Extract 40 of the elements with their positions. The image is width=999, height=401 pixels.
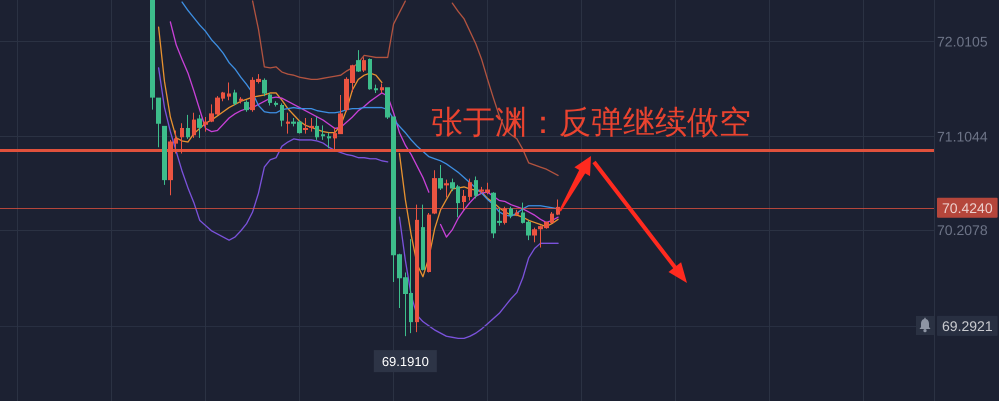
candlestick [309, 118, 314, 132]
candlestick [421, 204, 425, 271]
candlestick [239, 96, 243, 104]
candlestick [374, 84, 378, 94]
candlestick [280, 102, 284, 127]
candlestick [244, 100, 249, 112]
candlestick [203, 116, 208, 132]
candlestick [368, 58, 372, 90]
candlestick [262, 78, 267, 97]
candlestick [150, 0, 155, 110]
candlestick [468, 178, 472, 201]
candlestick [192, 112, 196, 138]
candlestick [327, 132, 331, 149]
annotation: 69.1910 [382, 354, 429, 370]
candlestick [186, 114, 190, 140]
candlestick [509, 206, 513, 219]
candlestick [532, 227, 537, 243]
candlestick [380, 83, 384, 94]
candlestick [427, 212, 431, 274]
y-tick-label: 71.1044 [937, 128, 988, 144]
candlestick [162, 126, 167, 186]
candlestick [233, 89, 237, 106]
candlestick [303, 118, 308, 134]
candlestick [268, 92, 272, 106]
ref-line-label: 69.2921 [942, 318, 993, 334]
candlestick [156, 98, 161, 148]
y-tick-label: 72.0105 [937, 34, 988, 50]
ref-line-label: 70.4240 [942, 200, 993, 216]
candlestick [315, 116, 319, 140]
candlestick [274, 100, 278, 108]
candlestick [444, 179, 449, 198]
candlestick [227, 82, 231, 101]
candlestick [474, 176, 478, 199]
candlestick [438, 164, 443, 191]
candlestick [362, 56, 366, 73]
candlestick [286, 112, 290, 134]
y-tick-label: 70.2078 [937, 222, 988, 238]
candlestick [356, 50, 361, 73]
candlestick [197, 114, 202, 138]
candlestick [321, 124, 325, 140]
